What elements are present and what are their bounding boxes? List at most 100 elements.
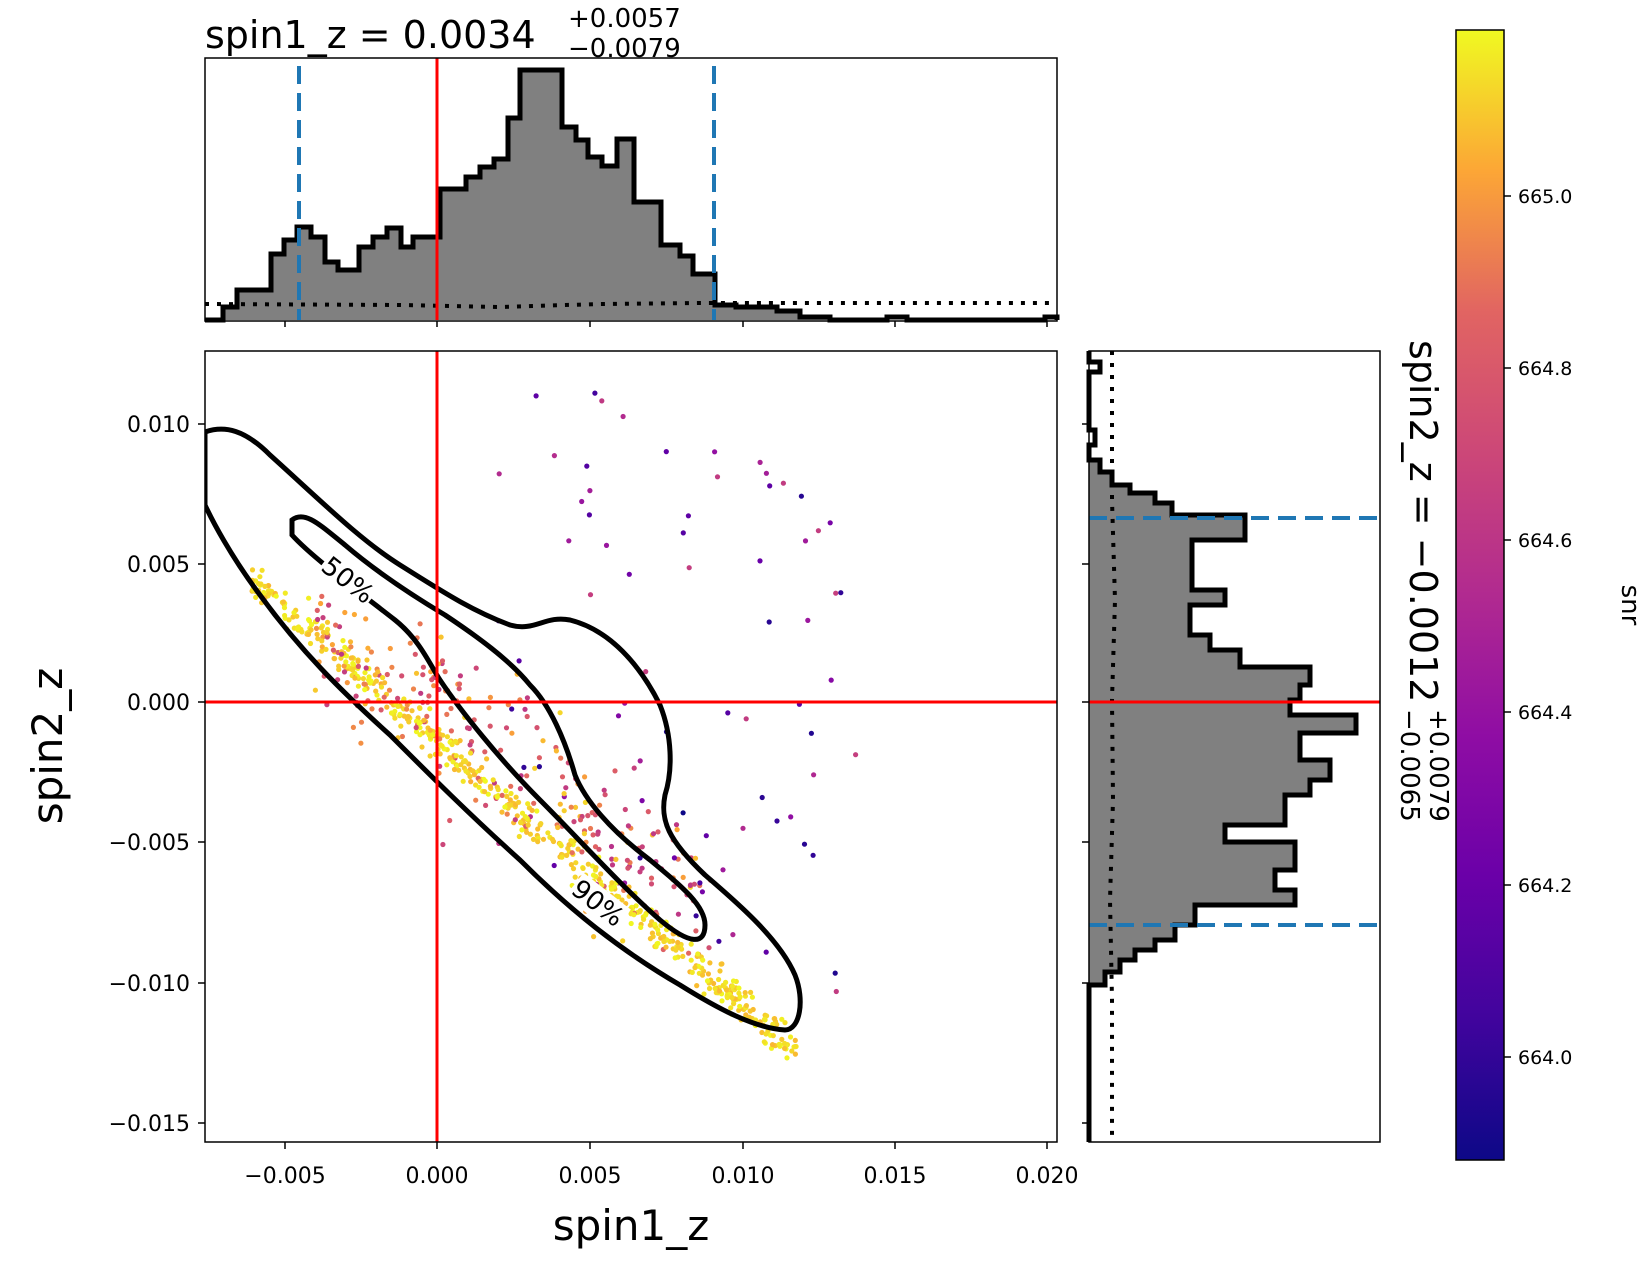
scatter-point <box>699 889 706 895</box>
scatter-point <box>570 866 577 872</box>
scatter-point <box>688 941 694 947</box>
scatter-point <box>540 738 546 744</box>
scatter-point <box>295 626 301 632</box>
scatter-point <box>457 673 463 679</box>
scatter-point <box>487 723 493 729</box>
scatter-point <box>579 849 585 855</box>
scatter-point <box>487 694 493 701</box>
y-axis-title: spin2_z <box>23 668 72 825</box>
colorbar-ticks <box>1504 195 1511 1058</box>
scatter-point <box>494 794 500 800</box>
scatter-point <box>330 647 336 653</box>
scatter-point <box>638 924 644 931</box>
scatter-point <box>496 471 502 477</box>
scatter-point <box>536 755 543 761</box>
scatter-point <box>401 713 407 719</box>
scatter-point <box>639 798 645 804</box>
scatter-point <box>553 748 560 754</box>
spin1-z-title: spin1_z = 0.0034 <box>205 13 536 57</box>
scatter-point <box>352 675 358 681</box>
scatter-point <box>719 998 725 1004</box>
scatter-point <box>512 817 518 823</box>
scatter-point <box>362 687 368 693</box>
scatter-point <box>675 911 682 917</box>
scatter-point <box>456 767 462 773</box>
scatter-point <box>619 897 625 903</box>
scatter-point <box>409 708 415 714</box>
scatter-point <box>620 413 626 420</box>
scatter-point <box>504 793 510 800</box>
scatter-point <box>693 928 699 934</box>
scatter-point <box>361 681 367 687</box>
scatter-point <box>680 810 686 816</box>
scatter-point <box>712 985 718 992</box>
scatter-point <box>759 1029 765 1036</box>
scatter-point <box>770 1033 776 1039</box>
x-axis-title: spin1_z <box>553 1201 710 1250</box>
scatter-point <box>444 762 450 768</box>
scatter-point <box>782 1040 788 1047</box>
scatter-point <box>674 827 680 833</box>
scatter-point <box>380 675 386 681</box>
spin1-z-title-upper: +0.0057 <box>568 4 681 34</box>
scatter-point <box>482 749 488 755</box>
scatter-point <box>499 809 505 815</box>
scatter-point <box>336 666 342 673</box>
scatter-point <box>382 680 388 686</box>
scatter-point <box>350 724 356 731</box>
scatter-point <box>692 965 698 971</box>
scatter-point <box>525 822 531 828</box>
scatter-point <box>631 912 637 918</box>
scatter-point <box>482 778 488 784</box>
scatter-point <box>261 589 267 596</box>
scatter-point <box>513 794 519 800</box>
colorbar: 665.0 664.8 664.6 664.4 664.2 664.0 snr <box>1455 29 1638 1161</box>
scatter-point <box>616 894 622 900</box>
scatter-point <box>689 969 695 976</box>
scatter-point <box>319 644 325 650</box>
top-histogram-frame <box>204 57 1058 322</box>
scatter-point <box>365 645 371 651</box>
scatter-point <box>470 768 476 774</box>
scatter-point <box>319 593 325 600</box>
scatter-point <box>593 873 599 880</box>
scatter-point <box>348 644 354 650</box>
scatter-point <box>590 832 596 838</box>
colorbar-tick-label: 664.0 <box>1518 1047 1572 1069</box>
colorbar-gradient <box>1455 29 1505 1161</box>
scatter-point <box>691 881 698 887</box>
scatter-point <box>761 1039 767 1045</box>
scatter-point <box>463 759 469 765</box>
scatter-point <box>704 978 711 984</box>
scatter-point <box>342 609 348 616</box>
scatter-point <box>637 758 643 764</box>
scatter-point <box>759 794 765 801</box>
scatter-point <box>399 733 405 740</box>
scatter-point <box>808 730 815 736</box>
scatter-point <box>331 655 337 662</box>
scatter-point <box>827 520 833 526</box>
scatter-point <box>625 865 631 871</box>
scatter-point <box>687 882 694 889</box>
scatter-point <box>801 841 808 847</box>
scatter-point <box>776 1041 782 1047</box>
scatter-point <box>707 960 713 966</box>
scatter-point <box>628 920 634 927</box>
spin2-z-title-main: spin2_z = −0.0012 <box>1401 340 1445 702</box>
scatter-point <box>430 732 436 738</box>
scatter-point <box>444 711 450 718</box>
scatter-point <box>655 829 661 835</box>
spin2-z-title-upper: +0.0079 <box>1423 709 1453 822</box>
scatter-point <box>569 850 575 856</box>
colorbar-tick-label: 664.4 <box>1518 702 1572 724</box>
scatter-point <box>524 773 530 779</box>
scatter-point <box>612 768 618 774</box>
scatter-point <box>810 852 816 858</box>
scatter-point <box>358 719 365 725</box>
scatter-point <box>749 994 756 1000</box>
scatter-point <box>728 1005 734 1011</box>
scatter-point <box>360 676 366 682</box>
scatter-point <box>582 774 588 780</box>
scatter-point <box>663 944 669 950</box>
scatter-point <box>779 1016 785 1022</box>
